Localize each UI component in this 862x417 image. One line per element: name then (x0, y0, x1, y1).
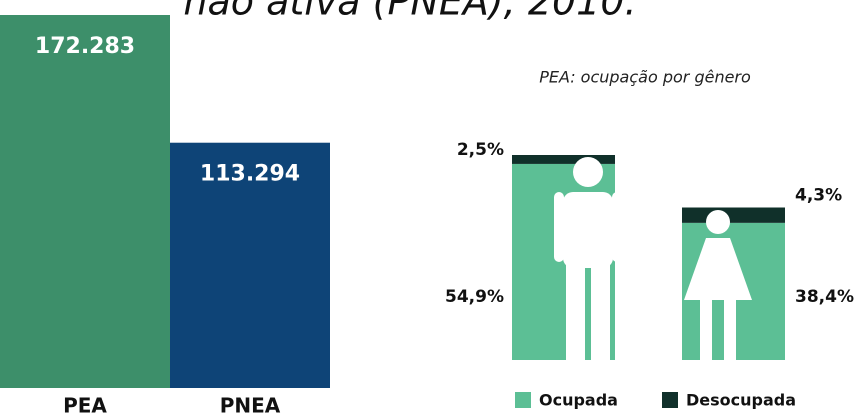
male-icon (554, 157, 622, 360)
icons (554, 157, 752, 360)
bar-segment (682, 207, 785, 223)
legend-swatch (662, 392, 678, 408)
bar-segment (512, 155, 615, 164)
subchart-title: PEA: ocupação por gênero (539, 68, 751, 87)
legend-swatch (515, 392, 531, 408)
bar (0, 15, 170, 388)
value-label: 113.294 (200, 162, 300, 187)
legend-label: Desocupada (686, 391, 796, 410)
value-label: 4,3% (795, 186, 842, 206)
bar (170, 142, 330, 388)
value-label: 172.283 (35, 34, 135, 59)
x-tick-label: PEA (63, 394, 107, 417)
legend-label: Ocupada (539, 391, 618, 410)
value-label: 54,9% (445, 287, 504, 307)
chart-title: não ativa (PNEA), 2010. (183, 0, 636, 24)
x-tick-label: PNEA (220, 394, 281, 417)
value-label: 38,4% (795, 287, 854, 307)
value-label: 2,5% (457, 140, 504, 160)
female-icon (684, 210, 752, 360)
